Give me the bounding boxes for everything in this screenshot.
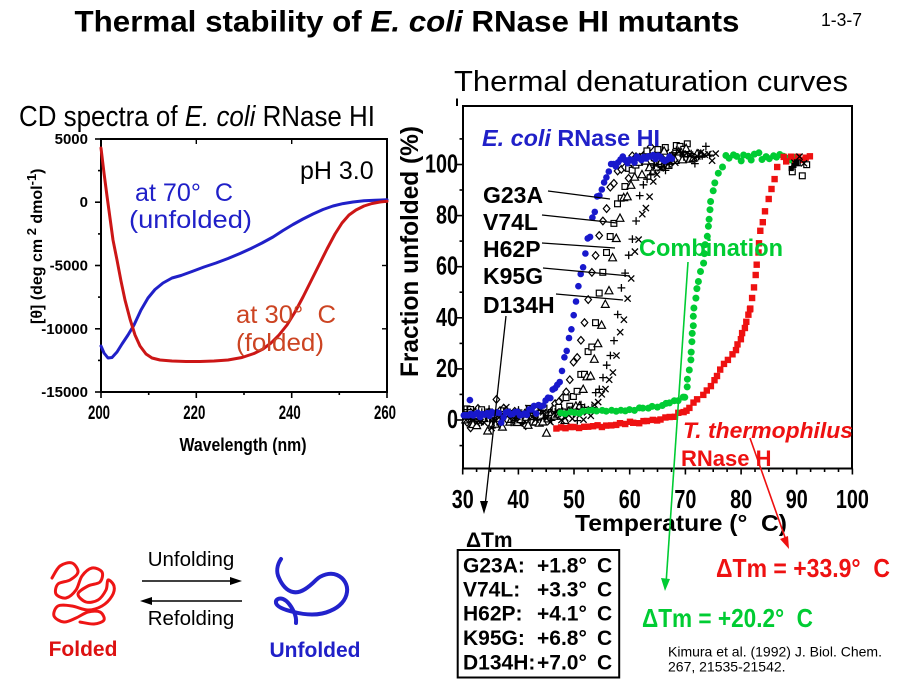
svg-text:240: 240 [279, 403, 301, 424]
svg-text:V74L:: V74L: [463, 579, 520, 602]
svg-text:Kimura et al. (1992) J. Biol.: Kimura et al. (1992) J. Biol. Chem. [668, 644, 882, 660]
svg-text:at 30° C: at 30° C [236, 301, 336, 329]
svg-text:E. coli RNase HI: E. coli RNase HI [482, 125, 660, 151]
svg-text:ΔTm = +20.2° C: ΔTm = +20.2° C [642, 603, 813, 633]
svg-text:100: 100 [836, 484, 869, 514]
svg-text:0: 0 [80, 194, 88, 211]
svg-text:+4.1°: +4.1° [537, 603, 587, 626]
svg-text:+3.3°: +3.3° [537, 579, 587, 602]
svg-text:+1.8°: +1.8° [537, 555, 587, 578]
svg-text:40: 40 [507, 484, 529, 514]
svg-text:80: 80 [730, 484, 752, 514]
svg-text:40: 40 [436, 302, 458, 332]
svg-text:V74L: V74L [483, 209, 538, 235]
svg-text:50: 50 [563, 484, 585, 514]
svg-text:[θ] (deg cm 2 dmol-1): [θ] (deg cm 2 dmol-1) [24, 169, 46, 325]
svg-text:-5000: -5000 [50, 258, 88, 275]
svg-text:100: 100 [425, 149, 458, 179]
svg-text:30: 30 [452, 484, 474, 514]
svg-text:CD spectra of E. coli RNase HI: CD spectra of E. coli RNase HI [19, 101, 375, 133]
svg-text:70: 70 [674, 484, 696, 514]
svg-text:(folded): (folded) [236, 329, 324, 357]
svg-text:G23A:: G23A: [463, 555, 525, 578]
svg-text:Refolding: Refolding [148, 607, 235, 630]
svg-text:267, 21535-21542.: 267, 21535-21542. [668, 659, 786, 675]
svg-text:G23A: G23A [483, 182, 543, 208]
svg-text:C: C [597, 555, 612, 578]
svg-text:Combination: Combination [639, 235, 783, 262]
svg-text:Unfolding: Unfolding [148, 548, 235, 571]
svg-text:K95G: K95G [483, 263, 543, 289]
svg-text:H62P:: H62P: [463, 603, 523, 626]
svg-text:-15000: -15000 [41, 384, 88, 401]
svg-text:200: 200 [88, 403, 110, 424]
svg-text:D134H:: D134H: [463, 652, 535, 675]
svg-text:90: 90 [786, 484, 808, 514]
svg-text:60: 60 [436, 251, 458, 281]
svg-text:C: C [597, 603, 612, 626]
svg-text:1-3-7: 1-3-7 [821, 9, 862, 30]
svg-text:Fraction unfolded (%): Fraction unfolded (%) [396, 126, 424, 377]
svg-text:20: 20 [436, 353, 458, 383]
svg-text:C: C [597, 652, 612, 675]
svg-text:+7.0°: +7.0° [537, 652, 587, 675]
svg-text:Thermal denaturation curves: Thermal denaturation curves [454, 66, 848, 98]
svg-text:+6.8°: +6.8° [537, 627, 587, 650]
svg-text:Folded: Folded [49, 638, 118, 661]
svg-text:Temperature (° C): Temperature (° C) [575, 510, 787, 536]
svg-text:60: 60 [619, 484, 641, 514]
svg-text:0: 0 [447, 404, 458, 434]
svg-text:at 70° C: at 70° C [135, 179, 233, 207]
svg-text:5000: 5000 [55, 131, 88, 148]
svg-text:pH 3.0: pH 3.0 [300, 157, 374, 185]
svg-text:260: 260 [374, 403, 396, 424]
svg-text:C: C [597, 627, 612, 650]
svg-text:C: C [597, 579, 612, 602]
svg-text:-10000: -10000 [41, 321, 88, 338]
svg-text:K95G:: K95G: [463, 627, 525, 650]
svg-text:Wavelength (nm): Wavelength (nm) [180, 435, 307, 455]
svg-text:220: 220 [183, 403, 205, 424]
svg-text:Unfolded: Unfolded [270, 639, 361, 662]
svg-text:ΔTm = +33.9° C: ΔTm = +33.9° C [716, 553, 890, 583]
svg-text:Thermal stability of E. coli R: Thermal stability of E. coli RNase HI mu… [75, 6, 740, 39]
svg-text:D134H: D134H [483, 292, 555, 318]
svg-text:(unfolded): (unfolded) [129, 206, 252, 234]
svg-text:ΔTm: ΔTm [466, 529, 513, 552]
svg-text:T. thermophilus: T. thermophilus [683, 418, 853, 443]
svg-text:80: 80 [436, 200, 458, 230]
svg-text:H62P: H62P [483, 236, 541, 262]
